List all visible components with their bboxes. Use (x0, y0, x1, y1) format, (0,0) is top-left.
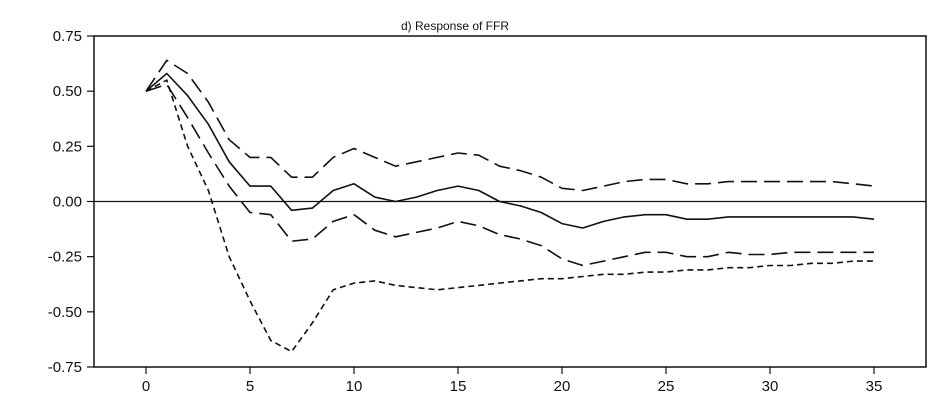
x-tick-label: 5 (246, 378, 254, 395)
chart-title: d) Response of FFR (401, 19, 509, 33)
series-line-1 (145, 72, 875, 229)
y-tick-label: 0.50 (53, 83, 82, 100)
y-axis: 0.75 0.50 0.25 0.00 -0.25 -0.50 -0.75 (48, 28, 94, 376)
y-tick-label: 0.75 (53, 28, 82, 45)
y-tick-label: -0.50 (48, 304, 82, 321)
x-tick-label: 20 (554, 378, 571, 395)
series-line-2 (145, 59, 875, 192)
y-tick-label: -0.25 (48, 249, 82, 266)
y-tick-label: 0.00 (53, 194, 82, 211)
x-tick-label: 15 (450, 378, 467, 395)
x-axis: 0 5 10 15 20 25 30 35 (142, 367, 883, 395)
x-tick-label: 25 (658, 378, 675, 395)
x-tick-label: 10 (346, 378, 363, 395)
x-tick-label: 0 (142, 378, 150, 395)
series-line-4 (145, 79, 874, 353)
x-tick-label: 35 (866, 378, 883, 395)
series-line-3 (145, 83, 874, 267)
y-tick-label: -0.75 (48, 359, 82, 376)
x-tick-label: 30 (762, 378, 779, 395)
series-group (145, 59, 875, 353)
y-tick-label: 0.25 (53, 138, 82, 155)
